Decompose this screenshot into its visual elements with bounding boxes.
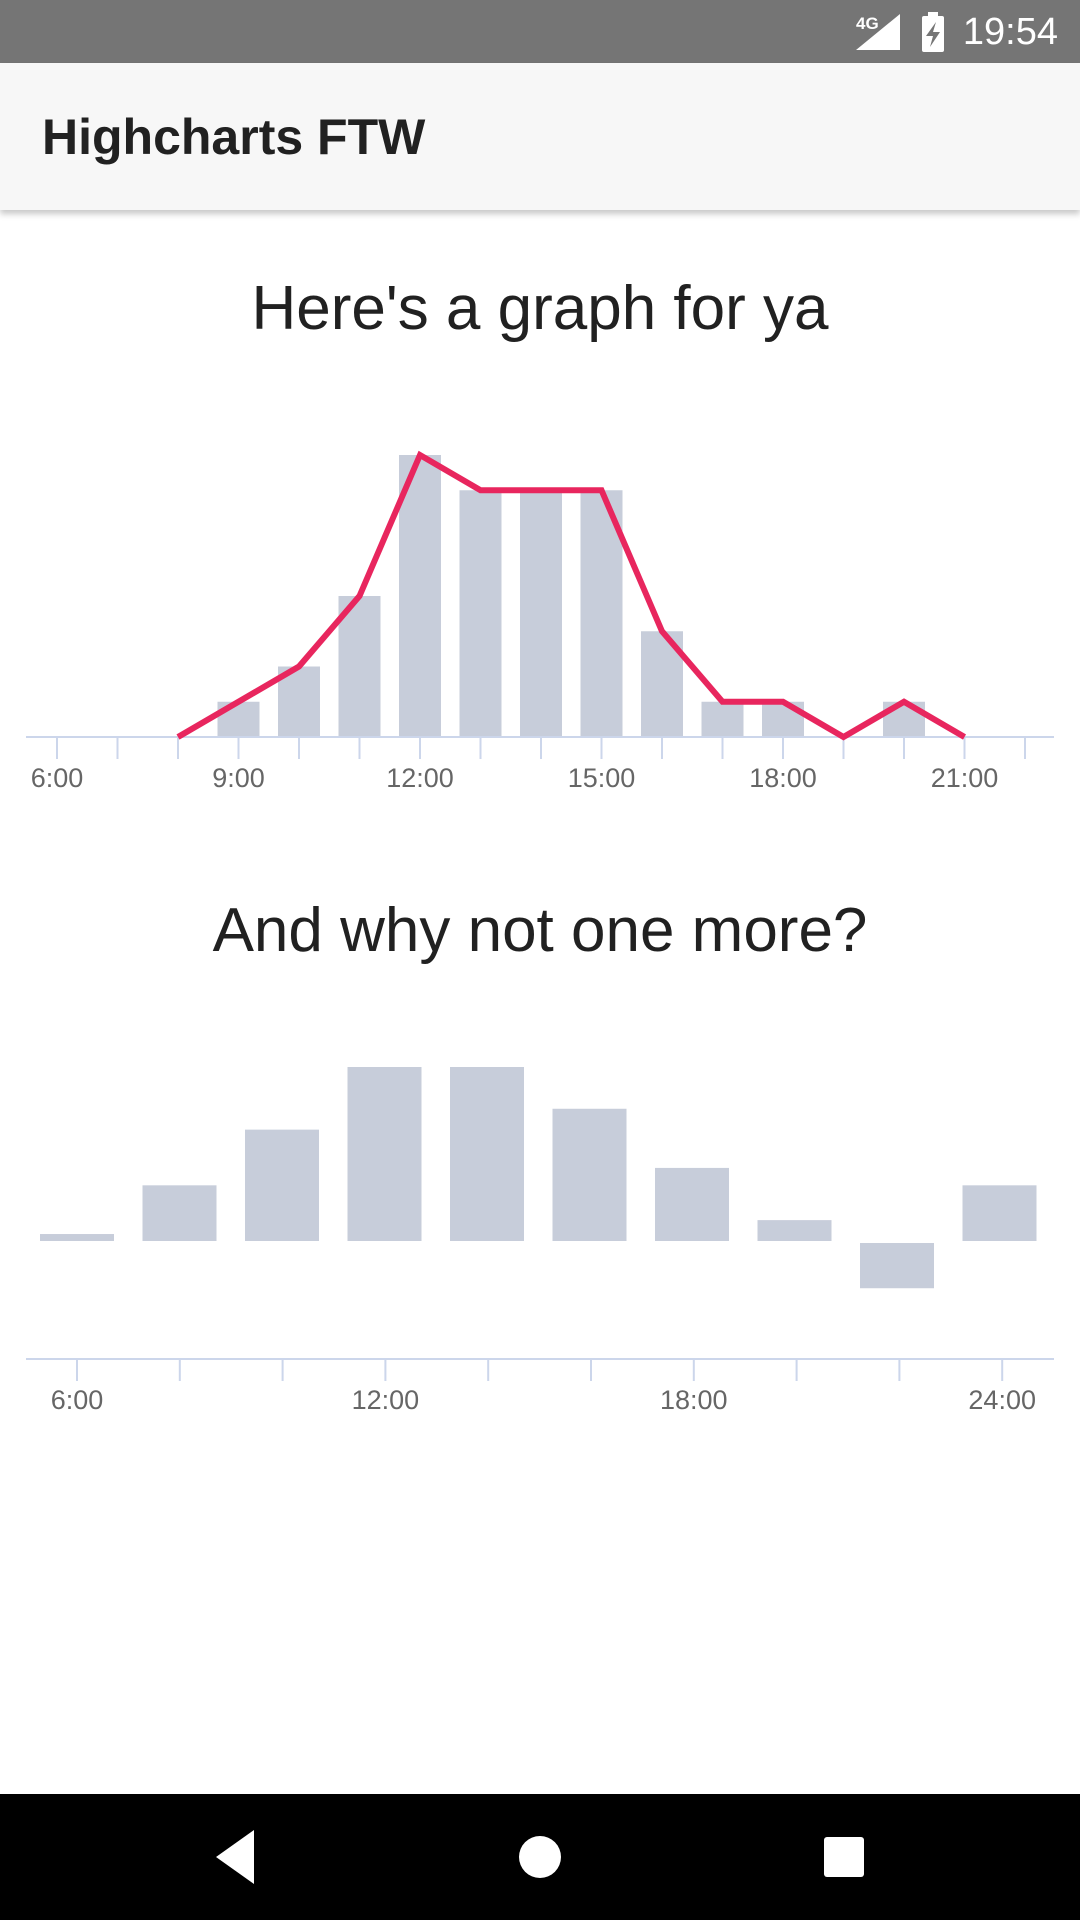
navigation-bar xyxy=(0,1794,1080,1920)
chart-2-bar xyxy=(450,1067,524,1241)
chart-2-tick-label: 6:00 xyxy=(51,1385,104,1415)
chart-2-bar xyxy=(245,1129,319,1241)
chart-1-tick-label: 6:00 xyxy=(31,763,84,793)
chart-1-tick-label: 21:00 xyxy=(931,763,999,793)
content-area: Here's a graph for ya 6:00 9:00 12:00 15:00… xyxy=(0,210,1080,1794)
chart-1-tick-label: 9:00 xyxy=(212,763,265,793)
chart-2: 6:00 12:00 18:00 24:00 xyxy=(26,1067,1054,1415)
chart-1-bar xyxy=(520,490,562,737)
chart-1: 6:00 9:00 12:00 15:00 18:00 21:00 xyxy=(26,450,1054,793)
back-icon[interactable] xyxy=(216,1830,254,1884)
chart-2-bar xyxy=(142,1185,217,1241)
network-type-label: 4G xyxy=(856,14,879,33)
chart-2-bar xyxy=(40,1234,114,1241)
recents-icon[interactable] xyxy=(824,1837,864,1877)
chart-1-tick-label: 12:00 xyxy=(386,763,454,793)
app-bar: Highcharts FTW xyxy=(0,63,1080,210)
app-title: Highcharts FTW xyxy=(42,109,426,165)
chart-1-bar xyxy=(278,666,320,737)
chart-2-bar xyxy=(757,1220,832,1241)
chart-2-title: And why not one more? xyxy=(212,896,868,965)
status-time: 19:54 xyxy=(962,11,1058,53)
signal-icon xyxy=(856,14,900,50)
chart-2-tick-label: 24:00 xyxy=(968,1385,1036,1415)
chart-2-bar xyxy=(552,1108,627,1241)
chart-1-bar xyxy=(580,490,623,737)
status-bar: 4G 19:54 xyxy=(0,0,1080,63)
chart-1-title: Here's a graph for ya xyxy=(251,274,829,343)
chart-1-bar xyxy=(338,596,381,737)
chart-2-bar xyxy=(655,1167,729,1241)
chart-2-tick-label: 12:00 xyxy=(352,1385,420,1415)
battery-charging-icon xyxy=(922,12,944,52)
chart-2-bar xyxy=(860,1243,934,1289)
chart-2-tick-label: 18:00 xyxy=(660,1385,728,1415)
chart-2-bar xyxy=(962,1185,1037,1241)
chart-1-bar xyxy=(399,455,441,737)
chart-1-bar xyxy=(701,701,744,737)
chart-1-tick-label: 18:00 xyxy=(749,763,817,793)
chart-1-tick-label: 15:00 xyxy=(568,763,636,793)
home-icon[interactable] xyxy=(519,1836,561,1878)
chart-2-bar xyxy=(347,1067,422,1241)
chart-1-series-line xyxy=(176,450,967,741)
status-icons: 4G xyxy=(856,12,944,52)
chart-1-bar xyxy=(459,490,502,737)
